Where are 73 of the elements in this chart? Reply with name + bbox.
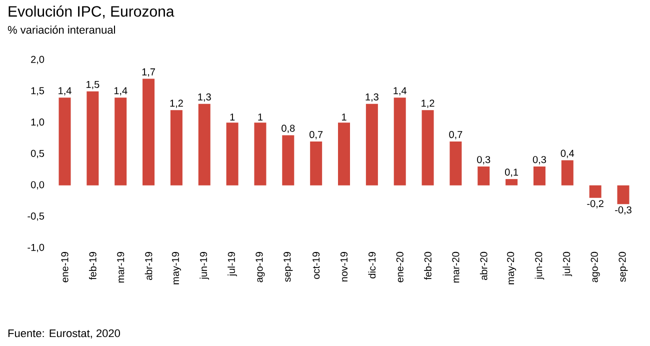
bar [310, 141, 322, 186]
y-tick-label: -0,5 [28, 212, 44, 221]
bar [394, 98, 406, 186]
y-tick-label: 2,0 [31, 56, 44, 64]
chart-title: Evolución IPC, Eurozona [8, 6, 174, 18]
x-tick-label: jul-19 [228, 252, 237, 276]
x-tick-label: abr-20 [480, 252, 488, 280]
bar [198, 104, 210, 186]
data-label: 0,3 [532, 156, 546, 164]
data-label: 1,3 [198, 93, 211, 102]
x-tick-label: ene-20 [396, 252, 404, 282]
data-label: 1,4 [58, 87, 72, 96]
bar [86, 91, 99, 186]
bar [589, 185, 602, 198]
data-label: 1,7 [142, 68, 155, 77]
y-tick-label: 1,0 [31, 118, 44, 127]
x-tick-label: jun-19 [200, 252, 210, 280]
data-label: 1,4 [114, 87, 128, 96]
x-tick-label: jul-20 [562, 252, 572, 276]
bar [478, 166, 490, 186]
data-label: -0,3 [615, 206, 632, 215]
bar [282, 135, 294, 186]
data-label: 0,7 [310, 131, 323, 140]
x-tick-label: jun-20 [534, 252, 544, 280]
data-label: 0,1 [504, 168, 518, 177]
x-tick-label: dic-19 [368, 252, 376, 278]
bar [450, 141, 462, 186]
data-label: 0,3 [477, 156, 490, 164]
data-label: 1 [342, 114, 346, 120]
bar [506, 179, 518, 186]
data-label: 0,8 [282, 124, 295, 134]
x-tick-label: feb-20 [424, 252, 432, 280]
x-tick-label: ene-19 [61, 252, 68, 282]
data-label: 1,5 [86, 80, 100, 90]
y-tick-label: -1,0 [28, 244, 44, 252]
data-label: 0,7 [449, 131, 462, 140]
data-label: 1,4 [394, 87, 407, 96]
x-tick-label: mar-19 [117, 252, 124, 283]
data-label: 1 [230, 114, 235, 120]
data-label: 1,2 [170, 100, 183, 108]
chart-subtitle: % variación interanual [8, 26, 115, 34]
bar [58, 98, 71, 186]
bar [617, 185, 630, 204]
bar [366, 104, 378, 186]
bar [170, 110, 182, 186]
data-label: 1 [258, 114, 263, 120]
x-tick-label: abr-19 [144, 252, 152, 280]
x-tick-label: may-19 [172, 252, 181, 284]
x-tick-label: oct-19 [312, 252, 320, 279]
x-tick-label: ago-20 [590, 252, 600, 282]
x-tick-label: sep-19 [284, 252, 293, 282]
data-label: 1,2 [422, 100, 434, 108]
source-note: Fuente: Eurostat, 2020 [8, 329, 120, 338]
x-tick-label: nov-19 [340, 252, 348, 282]
y-tick-label: 1,5 [31, 87, 44, 96]
bar [338, 122, 350, 186]
x-tick-label: feb-19 [89, 252, 96, 280]
bar [533, 166, 546, 186]
x-tick-label: sep-20 [618, 252, 628, 282]
bar [561, 160, 574, 186]
bar [422, 110, 434, 186]
bar [254, 122, 266, 186]
y-tick-label: 0,5 [30, 150, 44, 158]
x-tick-label: may-20 [507, 252, 516, 284]
data-label: 0,4 [560, 150, 574, 158]
x-tick-label: ago-19 [256, 252, 265, 282]
bar [114, 98, 127, 186]
data-label: -0,2 [587, 200, 604, 208]
x-tick-label: mar-20 [452, 252, 460, 283]
bar [142, 78, 155, 186]
bar [226, 122, 238, 186]
data-label: 1,3 [366, 93, 378, 102]
y-tick-label: 0,0 [30, 181, 44, 190]
